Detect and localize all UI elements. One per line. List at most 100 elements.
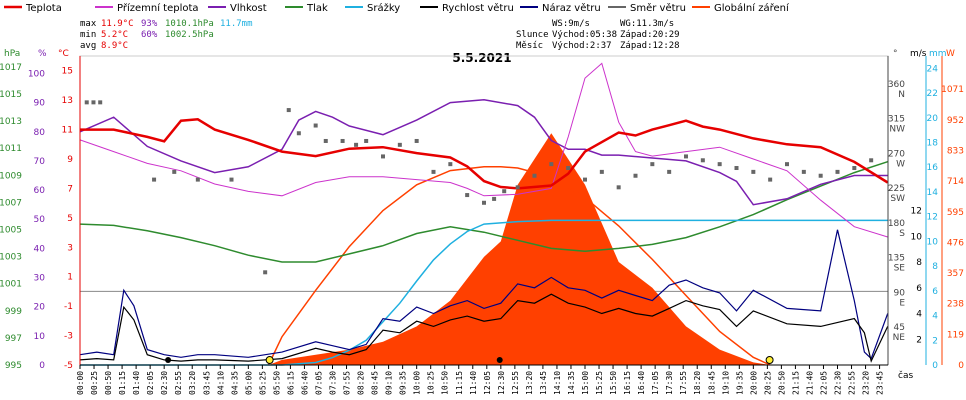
direction-tick-compass: NW bbox=[889, 125, 905, 135]
x-tick-label: 18:20 bbox=[693, 371, 702, 395]
pressure-tick-label: 1011 bbox=[0, 144, 22, 154]
legend-rychlost-vetru: Rychlost větru bbox=[442, 2, 514, 14]
x-tick-label: 22:30 bbox=[834, 371, 843, 395]
direction-point bbox=[869, 158, 874, 163]
x-tick-label: 21:15 bbox=[791, 371, 800, 395]
direction-point bbox=[502, 189, 507, 194]
x-tick-label: 04:10 bbox=[216, 371, 225, 395]
direction-point bbox=[549, 162, 554, 167]
temp-tick-label: -5 bbox=[64, 361, 73, 371]
legend: Teplota Přízemní teplota Vlhkost Tlak Sr… bbox=[4, 2, 790, 14]
x-tick-label: 01:40 bbox=[132, 371, 141, 395]
stats-max-rain: 11.7mm bbox=[220, 19, 253, 29]
direction-point bbox=[465, 193, 470, 198]
temp-tick-label: 9 bbox=[67, 155, 73, 165]
x-tick-label: 15:25 bbox=[595, 371, 604, 395]
x-tick-label: 02:55 bbox=[174, 371, 183, 395]
wind-tick-label: 2 bbox=[916, 335, 922, 345]
x-tick-label: 07:55 bbox=[343, 371, 352, 395]
stats-max-label: max bbox=[80, 19, 97, 29]
legend-vlhkost: Vlhkost bbox=[230, 3, 267, 14]
direction-tick-value: 135 bbox=[888, 254, 905, 264]
x-tick-label: 19:10 bbox=[721, 371, 730, 395]
rain-tick-label: 6 bbox=[932, 287, 938, 297]
x-tick-label: 11:15 bbox=[455, 371, 464, 395]
direction-point bbox=[195, 177, 200, 182]
unit-temperature: °C bbox=[58, 49, 69, 59]
direction-tick-compass: S bbox=[899, 229, 905, 239]
x-tick-label: 19:35 bbox=[735, 371, 744, 395]
x-tick-label: 12:05 bbox=[483, 371, 492, 395]
pressure-tick-label: 1017 bbox=[0, 63, 22, 73]
stats-min-label: min bbox=[80, 30, 96, 40]
series-layer bbox=[79, 62, 889, 366]
pressure-tick-label: 997 bbox=[5, 334, 22, 344]
unit-pressure: hPa bbox=[4, 49, 20, 59]
radiation-tick-label: 357 bbox=[947, 269, 964, 279]
x-tick-label: 13:20 bbox=[525, 371, 534, 395]
radiation-max-line bbox=[267, 165, 771, 366]
direction-point bbox=[414, 138, 419, 143]
direction-point bbox=[667, 169, 672, 174]
direction-point bbox=[492, 196, 497, 201]
x-tick-label: 10:00 bbox=[413, 371, 422, 395]
x-tick-label: 01:15 bbox=[118, 371, 127, 395]
legend-teplota: Teplota bbox=[25, 3, 62, 14]
rain-tick-label: 22 bbox=[927, 89, 938, 99]
wind-tick-label: 4 bbox=[916, 310, 922, 320]
direction-tick-compass: SW bbox=[890, 194, 905, 204]
x-tick-label: 21:40 bbox=[805, 371, 814, 395]
x-tick-label: 05:25 bbox=[258, 371, 267, 395]
direction-point bbox=[717, 162, 722, 167]
stats-block: max 11.9°C 93% 1010.1hPa 11.7mm min 5.2°… bbox=[80, 19, 253, 51]
direction-tick-value: 270 bbox=[888, 149, 905, 159]
direction-point bbox=[818, 173, 823, 178]
unit-radiation: W bbox=[946, 49, 955, 59]
x-tick-label: 07:05 bbox=[314, 371, 323, 395]
stats-max-temp: 11.9°C bbox=[101, 19, 134, 29]
x-tick-label: 14:10 bbox=[553, 371, 562, 395]
x-tick-label: 22:05 bbox=[819, 371, 828, 395]
radiation-tick-label: 595 bbox=[947, 208, 964, 218]
direction-point bbox=[340, 138, 345, 143]
direction-tick-value: 90 bbox=[894, 288, 906, 298]
x-tick-label: 11:40 bbox=[469, 371, 478, 395]
direction-point bbox=[286, 108, 291, 113]
temp-tick-label: 3 bbox=[67, 243, 73, 253]
radiation-tick-label: 1071 bbox=[941, 85, 964, 95]
sunset-marker bbox=[765, 356, 774, 364]
x-tick-label: 18:45 bbox=[707, 371, 716, 395]
axes-layer: 15131197531-1-3-510090807060504030201001… bbox=[0, 56, 964, 371]
stats-min-press: 1002.5hPa bbox=[165, 30, 214, 40]
legend-naraz-vetru: Náraz větru bbox=[542, 2, 601, 14]
x-tick-label: 17:05 bbox=[651, 371, 660, 395]
stats-max-press: 1010.1hPa bbox=[165, 19, 214, 29]
direction-point bbox=[172, 169, 177, 174]
unit-direction: ° bbox=[893, 49, 898, 59]
direction-point bbox=[515, 185, 520, 190]
moon-rise: Východ:2:37 bbox=[552, 41, 612, 51]
humidity-tick-label: 20 bbox=[34, 303, 46, 313]
humidity-line bbox=[79, 98, 888, 206]
x-tick-label: 09:35 bbox=[399, 371, 408, 395]
moonrise-marker bbox=[165, 357, 172, 363]
pressure-tick-label: 1005 bbox=[0, 225, 22, 235]
direction-point bbox=[734, 166, 739, 171]
direction-point bbox=[768, 177, 773, 182]
direction-point bbox=[152, 177, 157, 182]
sunrise-marker bbox=[265, 356, 274, 364]
x-tick-label: 22:55 bbox=[848, 371, 857, 395]
pressure-line bbox=[79, 160, 888, 263]
x-tick-label: 02:05 bbox=[146, 371, 155, 395]
direction-point bbox=[431, 169, 436, 174]
legend-srazky: Srážky bbox=[367, 2, 400, 14]
rain-tick-label: 2 bbox=[932, 336, 938, 346]
pressure-tick-label: 1015 bbox=[0, 90, 22, 100]
direction-tick-value: 45 bbox=[894, 323, 905, 333]
direction-point bbox=[482, 200, 486, 205]
astro-block: WS:9m/s WG:11.3m/s Slunce Východ:05:38 Z… bbox=[516, 19, 680, 51]
direction-point bbox=[785, 162, 789, 167]
humidity-tick-label: 30 bbox=[34, 274, 46, 284]
humidity-tick-label: 50 bbox=[34, 215, 46, 225]
radiation-area bbox=[80, 133, 888, 365]
